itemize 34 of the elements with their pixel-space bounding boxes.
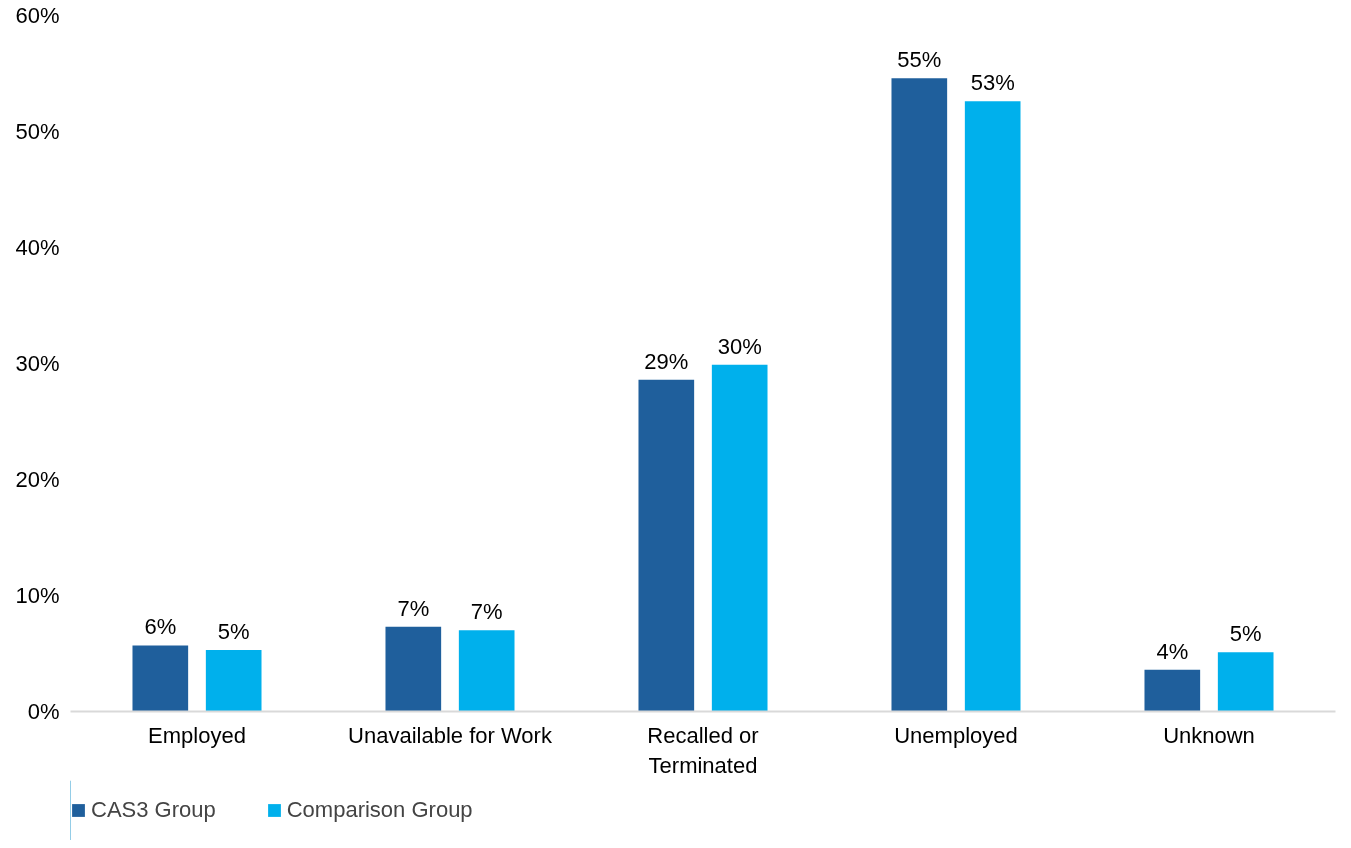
y-tick-label: 50% (15, 119, 60, 144)
bar (132, 645, 189, 712)
bar (964, 101, 1021, 712)
data-label: 6% (144, 614, 177, 640)
data-label: 55% (897, 47, 942, 73)
bar (1144, 669, 1201, 712)
bar (458, 630, 515, 712)
bar (638, 379, 695, 712)
y-tick-label: 20% (15, 467, 60, 492)
bar (1217, 652, 1274, 712)
y-tick-label: 30% (15, 351, 60, 376)
data-label: 5% (1229, 621, 1262, 647)
data-label: 29% (644, 348, 689, 374)
data-label: 7% (470, 599, 503, 625)
x-tick-label: Unemployed (894, 722, 1018, 748)
legend-label: Comparison Group (286, 797, 473, 823)
x-tick-label: Employed (148, 722, 246, 748)
x-tick-label: Recalled or Terminated (647, 722, 759, 778)
bar (385, 626, 442, 712)
x-tick-label: Unavailable for Work (348, 722, 553, 748)
data-label: 53% (970, 70, 1015, 96)
bar (205, 650, 262, 712)
y-tick-label: 40% (15, 235, 60, 260)
y-tick-label: 10% (15, 583, 60, 608)
legend-label: CAS3 Group (91, 797, 216, 823)
y-tick-label: 60% (15, 3, 60, 28)
bar (891, 78, 948, 712)
y-tick-label: 0% (27, 699, 60, 724)
data-label: 5% (217, 619, 250, 645)
bar (711, 364, 768, 712)
data-label: 30% (717, 333, 762, 359)
data-label: 4% (1156, 638, 1189, 664)
x-tick-label: Unknown (1163, 722, 1255, 748)
data-label: 7% (397, 595, 430, 621)
